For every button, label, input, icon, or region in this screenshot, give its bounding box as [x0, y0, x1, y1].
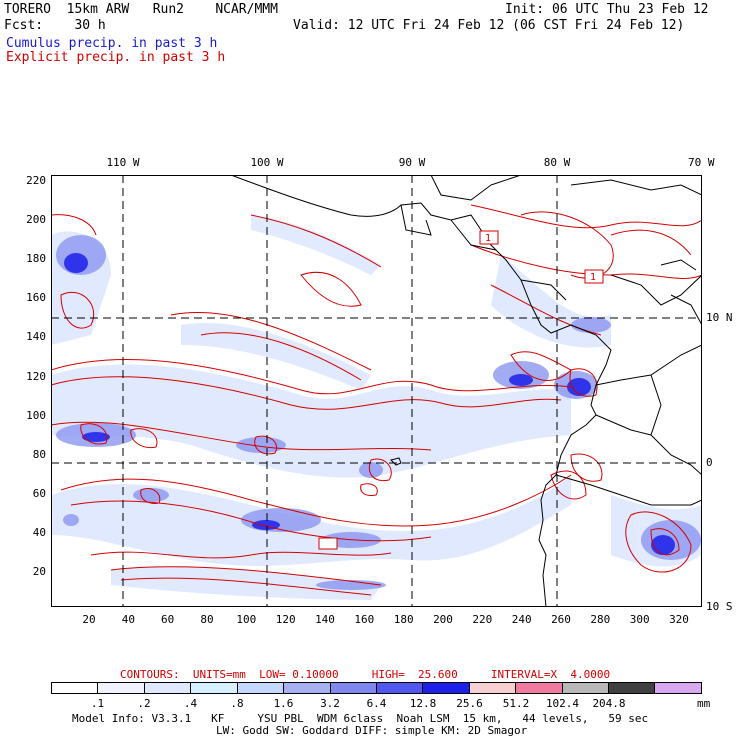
model-info-line2: LW: Godd SW: Goddard DIFF: simple KM: 2D…	[216, 724, 528, 737]
top-lon-label: 80 W	[543, 156, 571, 169]
colorbar-swatch	[284, 683, 331, 693]
x-tick-label: 320	[669, 613, 689, 626]
contour-summary: CONTOURS: UNITS=mm LOW= 0.10000 HIGH= 25…	[120, 668, 610, 681]
explicit-legend: Explicit precip. in past 3 h	[6, 50, 226, 65]
x-tick-label: 280	[590, 613, 611, 626]
colorbar-swatch	[144, 683, 192, 693]
colorbar-swatch	[655, 683, 701, 693]
colorbar-unit: mm	[697, 697, 711, 710]
y-tick-label: 140	[26, 330, 46, 344]
colorbar	[51, 682, 702, 694]
colorbar-swatch	[98, 683, 145, 693]
coastlines	[230, 175, 702, 607]
colorbar-label: 204.8	[592, 697, 626, 710]
colorbar-swatch	[52, 683, 99, 693]
x-tick-label: 180	[393, 613, 414, 626]
forecast-hour: Fcst: 30 h	[4, 18, 106, 33]
colorbar-label: .4	[183, 697, 198, 710]
y-tick-label: 80	[32, 447, 46, 461]
colorbar-swatch	[469, 683, 517, 693]
contour-title: CONTOURS:	[120, 668, 180, 681]
colorbar-swatch	[376, 683, 424, 693]
colorbar-label: 3.2	[320, 697, 340, 710]
colorbar-swatch	[191, 683, 238, 693]
contour-interval: INTERVAL=X 4.0000	[490, 668, 611, 681]
right-lat-label: 10 N	[706, 311, 733, 324]
right-lat-label: 10 S	[706, 600, 733, 613]
x-tick-label: 60	[161, 613, 175, 626]
x-tick-label: 80	[200, 613, 214, 626]
y-tick-label: 120	[26, 369, 46, 383]
top-lon-label: 100 W	[250, 156, 284, 169]
x-tick-label: 160	[354, 613, 375, 626]
cumulus-legend: Cumulus precip. in past 3 h	[6, 36, 218, 51]
colorbar-swatch	[330, 683, 377, 693]
colorbar-label: 51.2	[502, 697, 530, 710]
y-tick-label: 40	[32, 525, 46, 539]
colorbar-swatch	[423, 683, 470, 693]
contour-high: HIGH= 25.600	[371, 668, 458, 681]
colorbar-swatch	[237, 683, 285, 693]
colorbar-label: 6.4	[366, 697, 387, 710]
top-lon-label: 90 W	[398, 156, 426, 169]
x-tick-label: 240	[511, 613, 532, 626]
x-tick-label: 140	[315, 613, 335, 626]
model-info-line1: Model Info: V3.3.1 KF YSU PBL WDM 6class…	[72, 712, 649, 725]
y-tick-label: 160	[26, 291, 46, 305]
top-lon-label: 70 W	[688, 156, 715, 169]
y-tick-label: 200	[26, 213, 46, 227]
valid-time: Valid: 12 UTC Fri 24 Feb 12 (06 CST Fri …	[293, 18, 685, 33]
x-tick-label: 200	[433, 613, 453, 626]
colorbar-label: .8	[230, 697, 244, 710]
colorbar-swatch	[562, 683, 610, 693]
x-tick-label: 220	[472, 613, 493, 626]
x-tick-label: 40	[121, 613, 135, 626]
model-title: TORERO 15km ARW Run2 NCAR/MMM	[4, 2, 278, 17]
right-lat-label: 0	[706, 456, 713, 469]
x-tick-label: 120	[275, 613, 296, 626]
top-lon-label: 110 W	[106, 156, 140, 169]
y-tick-label: 220	[26, 174, 46, 187]
contour-low: LOW= 0.10000	[259, 668, 339, 681]
y-tick-label: 100	[26, 408, 46, 422]
colorbar-swatch	[609, 683, 656, 693]
colorbar-label: 12.8	[409, 697, 437, 710]
colorbar-label: 102.4	[545, 697, 580, 710]
low-marker-1: 1	[485, 233, 491, 244]
lat-lon-grid	[51, 175, 702, 607]
y-tick-label: 60	[32, 486, 46, 500]
colorbar-label: 1.6	[273, 697, 294, 710]
contour-units: UNITS=mm	[192, 668, 246, 681]
colorbar-label: .1	[90, 697, 105, 710]
x-tick-label: 300	[629, 613, 650, 626]
x-tick-label: 100	[236, 613, 257, 626]
low-marker-2: 1	[590, 272, 596, 283]
y-tick-label: 20	[32, 565, 46, 578]
x-tick-label: 20	[82, 613, 96, 626]
colorbar-swatch	[516, 683, 563, 693]
colorbar-label: 25.6	[456, 697, 483, 710]
cumulus-heavy-shading	[64, 253, 675, 555]
y-tick-label: 180	[26, 252, 46, 266]
init-time: Init: 06 UTC Thu 23 Feb 12	[505, 2, 709, 17]
colorbar-label: .2	[137, 697, 151, 710]
low-markers: 1 1	[318, 230, 604, 550]
x-tick-label: 260	[551, 613, 571, 626]
precipitation-map: 1 1	[51, 175, 702, 607]
